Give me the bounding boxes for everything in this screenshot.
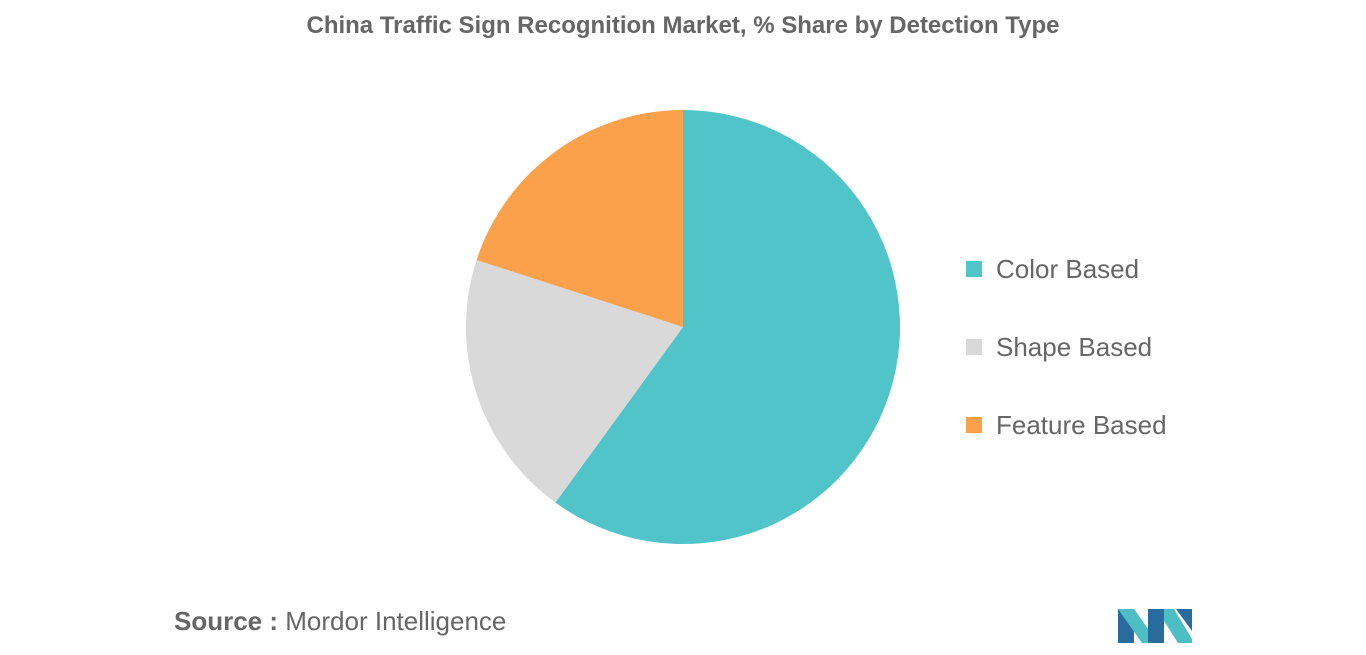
legend-swatch-shape-based	[966, 339, 982, 355]
pie-slice-color-based	[555, 110, 900, 545]
legend: Color Based Shape Based Feature Based	[966, 230, 1167, 464]
legend-label-feature-based: Feature Based	[996, 409, 1167, 440]
legend-item-color-based: Color Based	[966, 230, 1167, 308]
mordor-intelligence-logo-icon	[1118, 609, 1192, 643]
source-note: Source : Mordor Intelligence	[174, 606, 506, 637]
chart-title: China Traffic Sign Recognition Market, %…	[306, 12, 1060, 39]
legend-label-shape-based: Shape Based	[996, 331, 1153, 362]
source-value: Mordor Intelligence	[285, 606, 507, 636]
legend-swatch-feature-based	[966, 417, 982, 433]
source-label: Source :	[174, 606, 279, 636]
legend-item-feature-based: Feature Based	[966, 386, 1167, 464]
legend-swatch-color-based	[966, 261, 982, 277]
legend-label-color-based: Color Based	[996, 253, 1140, 284]
legend-item-shape-based: Shape Based	[966, 308, 1167, 386]
pie-slice-shape-based	[465, 259, 683, 503]
pie-chart	[465, 110, 900, 545]
pie-slice-feature-based	[476, 110, 683, 327]
